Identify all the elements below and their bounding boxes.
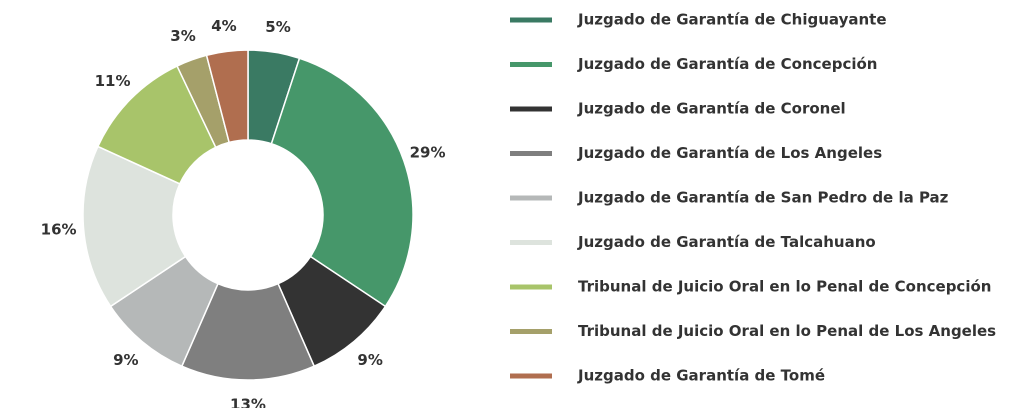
legend-label: Juzgado de Garantía de Talcahuano: [577, 233, 876, 251]
legend-label: Juzgado de Garantía de Coronel: [577, 100, 846, 118]
legend-label: Juzgado de Garantía de Tomé: [577, 367, 825, 385]
donut-slice: [270, 57, 414, 308]
data-label: 29%: [410, 143, 446, 161]
legend-label: Juzgado de Garantía de Concepción: [577, 55, 877, 73]
legend-label: Juzgado de Garantía de San Pedro de la P…: [577, 189, 949, 207]
legend-label: Juzgado de Garantía de Chiguayante: [577, 11, 887, 29]
data-label: 9%: [113, 351, 138, 369]
data-label: 11%: [95, 72, 131, 90]
data-label: 5%: [265, 18, 290, 36]
data-label: 13%: [230, 396, 266, 409]
donut-slice: [205, 49, 249, 144]
data-label: 3%: [170, 27, 195, 45]
legend-label: Tribunal de Juicio Oral en lo Penal de L…: [578, 322, 996, 340]
data-label: 16%: [41, 221, 77, 239]
legend-label: Juzgado de Garantía de Los Angeles: [577, 144, 882, 162]
donut-slice: [82, 145, 187, 308]
data-label: 4%: [211, 17, 236, 35]
data-label: 9%: [357, 351, 382, 369]
legend-label: Tribunal de Juicio Oral en lo Penal de C…: [578, 278, 991, 296]
